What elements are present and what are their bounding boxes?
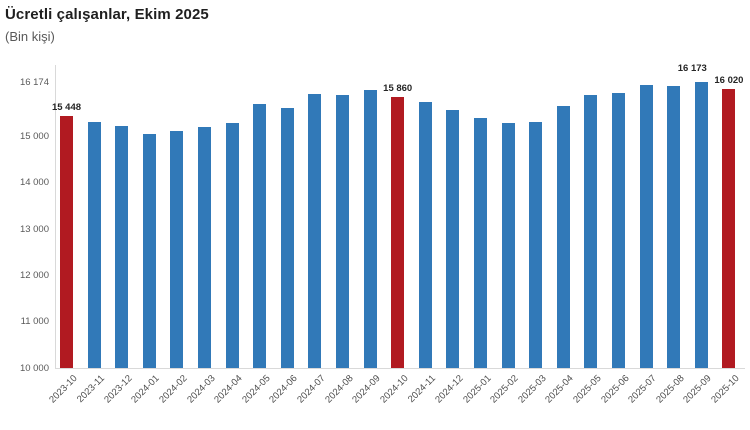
bar-2023-11 (87, 122, 101, 368)
x-axis-tick-label: 2023-10 (46, 373, 80, 406)
x-axis-tick-label: 2024-09 (350, 373, 383, 406)
bar-2024-12 (446, 109, 460, 368)
bar-2024-03 (198, 126, 211, 368)
x-axis-tick-label: 2024-11 (406, 373, 439, 405)
x-axis-tick-label: 2025-04 (543, 373, 577, 406)
x-axis-tick-label: 2025-05 (571, 373, 604, 406)
value-label-2025-10: 16 020 (714, 75, 744, 87)
x-axis-tick-label: 2024-01 (129, 373, 163, 406)
bar-2025-03 (529, 122, 543, 368)
value-label-2023-10: 15 448 (51, 101, 82, 113)
y-axis-tick-label: 15 000 (19, 130, 49, 142)
x-axis-tick-label: 2025-09 (681, 373, 715, 406)
bar-2024-11 (418, 101, 432, 368)
value-label-2025-09: 16 173 (677, 63, 707, 75)
x-axis-tick-label: 2024-02 (157, 373, 190, 406)
bar-2025-08 (667, 86, 681, 368)
x-axis-tick-label: 2024-06 (267, 373, 301, 406)
bar-2024-07 (308, 94, 322, 368)
y-axis-tick-label: 13 000 (19, 223, 49, 235)
chart-title: Ücretli çalışanlar, Ekim 2025 (5, 6, 209, 23)
x-axis-tick-label: 2024-08 (322, 373, 356, 406)
y-axis-line (55, 65, 56, 369)
y-axis-tick-label: 14 000 (19, 177, 49, 189)
bar-2025-06 (612, 93, 625, 368)
bar-2024-09 (363, 90, 377, 368)
bar-2023-10 (60, 115, 73, 368)
bar-2025-02 (501, 123, 515, 368)
bar-2024-04 (225, 123, 239, 368)
y-axis-tick-label: 10 000 (19, 362, 49, 374)
bar-2024-01 (142, 133, 156, 368)
y-axis-tick-label: 16 174 (19, 76, 49, 88)
bar-2024-08 (336, 95, 349, 368)
x-axis-tick-label: 2024-03 (184, 373, 218, 406)
x-axis-tick-label: 2024-04 (212, 373, 245, 406)
x-axis-tick-label: 2024-07 (295, 373, 328, 406)
bar-2025-05 (584, 95, 598, 368)
x-axis-tick-label: 2025-01 (460, 373, 494, 406)
chart-subtitle: (Bin kişi) (5, 29, 55, 44)
bar-2025-04 (556, 105, 570, 368)
x-axis-tick-label: 2025-06 (598, 373, 632, 406)
x-axis-tick-label: 2024-12 (433, 373, 466, 406)
bar-2025-10 (722, 89, 736, 368)
x-axis-tick-label: 2025-08 (654, 373, 687, 406)
bar-2023-12 (115, 125, 129, 368)
y-axis-tick-label: 11 000 (20, 316, 49, 328)
bar-2024-02 (170, 130, 184, 368)
x-axis-tick-label: 2023-11 (74, 373, 107, 405)
bar-2024-06 (280, 108, 294, 368)
bar-2024-05 (253, 104, 267, 368)
x-axis-tick-label: 2023-12 (102, 373, 135, 406)
y-axis-tick-label: 12 000 (19, 269, 49, 281)
x-axis-tick-label: 2025-10 (709, 373, 742, 406)
bar-2025-01 (474, 117, 487, 368)
x-axis-tick-label: 2025-03 (516, 373, 549, 406)
bar-2025-09 (694, 82, 708, 368)
value-label-2024-10: 15 860 (383, 82, 413, 94)
x-axis-tick-label: 2025-07 (626, 373, 659, 406)
x-axis-tick-label: 2024-05 (240, 373, 273, 406)
x-axis-tick-label: 2025-02 (488, 373, 521, 406)
x-axis-tick-label: 2024-10 (378, 373, 411, 406)
bar-2024-10 (391, 96, 405, 368)
bar-2025-07 (639, 85, 653, 368)
x-axis-line (55, 368, 745, 369)
